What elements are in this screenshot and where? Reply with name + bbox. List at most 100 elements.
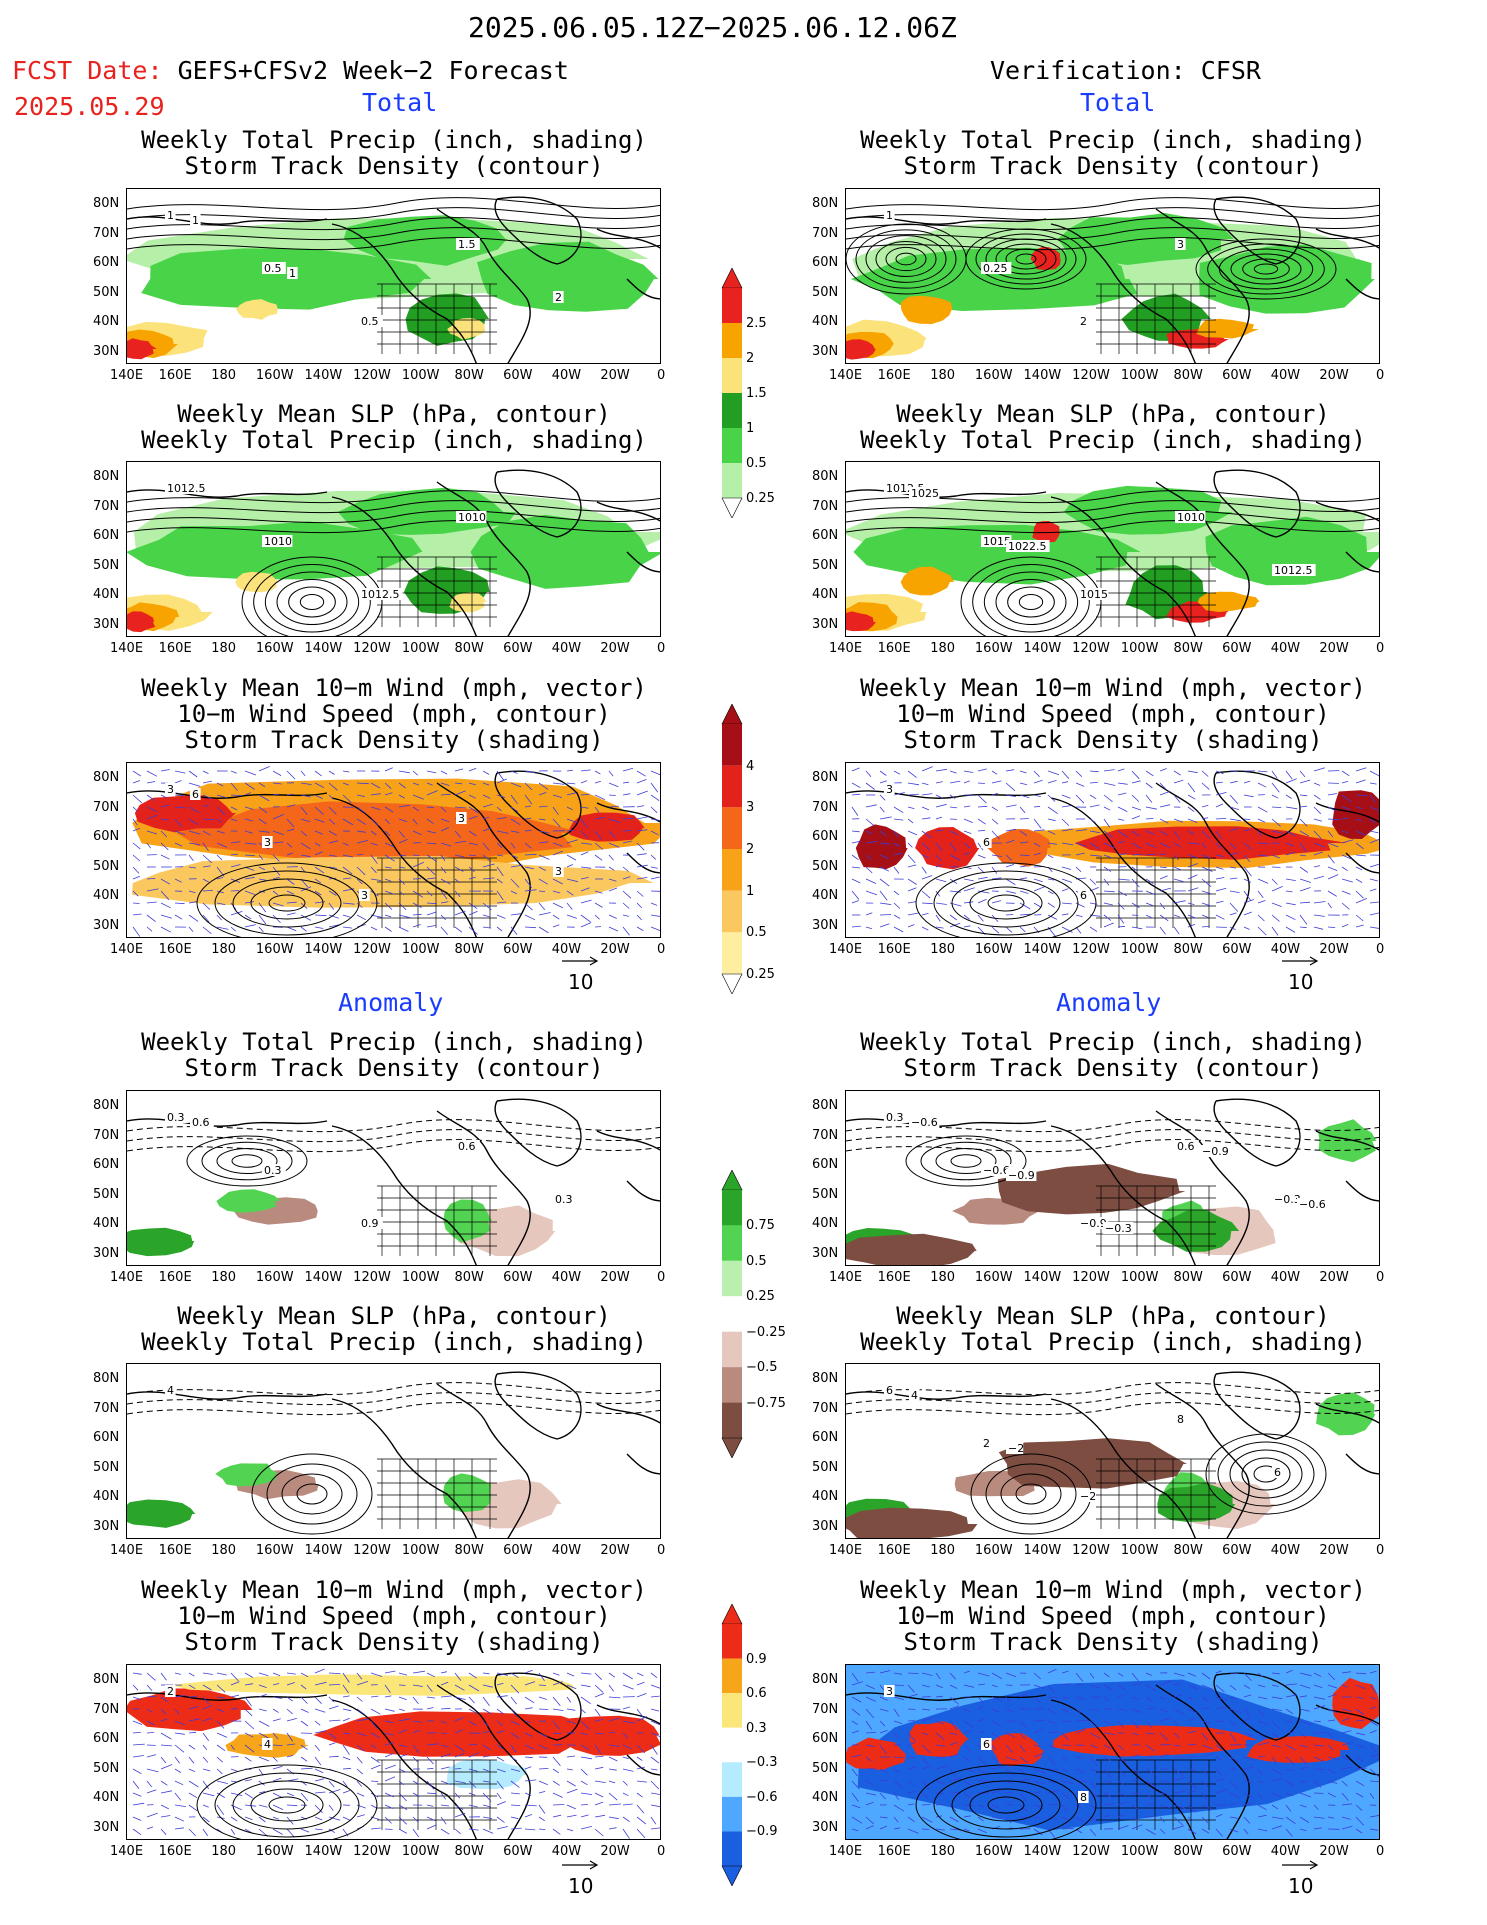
coastline [846,1098,1379,1265]
lon-tick-label: 160W [974,641,1013,656]
precip-med [850,247,1138,311]
lat-tick-label: 30N [812,1819,839,1835]
storm-anom-neg [446,1758,528,1790]
anom-wet-strong [1157,1482,1236,1522]
colorbar-segment [722,1225,742,1261]
lon-tick-label: 60W [503,942,533,957]
colorbar-segment [722,1796,742,1832]
colorbar-label: 0.9 [746,1651,767,1667]
contour-group [846,223,967,295]
contour-label: 3 [458,812,465,825]
precip-red [846,339,876,360]
contour-label-bg [884,1685,895,1697]
map-panel-vf-anom-slp: 6 2 −2 8 6 4 −2 [845,1363,1380,1539]
lon-tick-label: 80W [1173,1270,1203,1285]
colorbar-top-arrow [721,268,743,289]
lon-tick-label: 180 [930,1844,956,1859]
contour-label: 1 [886,209,893,222]
contour-group [196,862,378,937]
contour-label-bg [1175,511,1206,523]
lon-tick-label: 160E [877,1844,911,1859]
lat-tick-label: 30N [812,1245,839,1261]
lon-tick-label: 40W [551,1844,582,1859]
contour-label: 4 [911,1389,918,1402]
lon-tick-label: 140E [110,1543,144,1558]
contour-label-bg [981,1738,992,1750]
panel-title-line: Weekly Total Precip (inch, shading) [141,1028,647,1056]
contour-label: 4 [264,1738,271,1751]
lon-tick-label: 80W [1173,641,1203,656]
lon-tick-label: 0 [1376,1543,1385,1558]
contour-label-bg [1078,1490,1096,1502]
contour-label: 1010 [264,535,292,548]
colorbar-top-arrow [721,1604,743,1625]
contour-label: 0.3 [167,1111,185,1124]
colorbar-segment [722,1367,742,1403]
contour-label-bg [1078,889,1089,901]
lon-tick-label: 20W [1319,1270,1349,1285]
lon-tick-label: 180 [211,1543,237,1558]
panel-title-line: Weekly Total Precip (inch, shading) [860,1028,1366,1056]
lat-tick-label: 60N [812,255,839,270]
state-grid [377,857,497,928]
contour-label: 0.3 [886,1111,904,1124]
lon-tick-label: 140E [110,1270,144,1285]
contour-label-bg [909,1116,940,1128]
lat-tick-label: 70N [93,225,120,241]
storm-anom-pos [1332,1677,1379,1730]
contour-label-bg [1078,1791,1089,1803]
lon-tick-label: 100W [401,368,440,383]
contour-group [1195,238,1337,300]
colorbar-top-arrow [721,704,743,725]
precip-med [477,241,659,312]
lon-tick-label: 180 [211,641,237,656]
contour-label-bg [981,836,992,848]
lon-tick-label: 0 [1376,942,1385,957]
colorbar-segment [722,323,742,358]
panel-title-line: Storm Track Density (shading) [184,726,604,754]
lon-tick-label: 0 [657,942,666,957]
lat-tick-label: 70N [812,1400,839,1416]
colorbar-label: 0.75 [746,1218,775,1234]
lon-tick-label: 20W [600,942,630,957]
colorbar-label: −0.9 [746,1824,778,1840]
panel-title-line: Weekly Mean 10−m Wind (mph, vector) [141,674,647,702]
lat-tick-label: 80N [812,770,839,785]
lat-tick-label: 30N [812,917,839,933]
contour-label-bg [1272,1193,1303,1205]
map-canvas: 1 0.5 0.5 1.5 2 1 1 [127,196,660,363]
storm-anom-pos [909,1721,969,1757]
total-label-left: Total [362,88,438,117]
contour-label-bg [884,1384,895,1396]
lon-tick-label: 120W [1072,1543,1110,1558]
contour-label-bg [1078,588,1109,600]
contour-label: 6 [983,836,990,849]
contour-label: −0.6 [1299,1198,1326,1211]
lon-tick-label: 140W [1023,1543,1062,1558]
zonal-contours [846,1382,1379,1416]
lat-tick-label: 40N [812,1790,839,1805]
lon-tick-label: 140E [829,1543,863,1558]
map-panel-vf-total-wind: 3 6 6 [845,762,1380,938]
lon-tick-label: 160E [158,942,192,957]
map-panel-fc-anom-precip: 0.3 0.3 0.9 0.6 0.3 0.6 [126,1090,661,1266]
contour-group [905,1135,1027,1187]
lon-tick-label: 120W [353,641,391,656]
lon-tick-label: 80W [454,641,484,656]
lon-tick-label: 100W [1120,1270,1159,1285]
panel-title-line: Storm Track Density (contour) [903,1054,1323,1082]
contour-label-bg [190,1116,214,1128]
lat-tick-label: 80N [93,469,120,484]
lon-tick-label: 40W [551,641,582,656]
lon-tick-label: 20W [600,1270,630,1285]
lon-tick-label: 40W [1270,1844,1301,1859]
contour-label-bg [884,209,895,221]
lon-tick-label: 120W [353,942,391,957]
panel-title-line: Weekly Total Precip (inch, shading) [141,126,647,154]
contour-label: 1 [192,214,199,227]
contour-label-bg [981,535,1012,547]
panel-title-line: Storm Track Density (shading) [903,726,1323,754]
zonal-contours [127,490,660,534]
lon-tick-label: 160W [255,1844,294,1859]
colorbar-label: 0.25 [746,1289,775,1305]
